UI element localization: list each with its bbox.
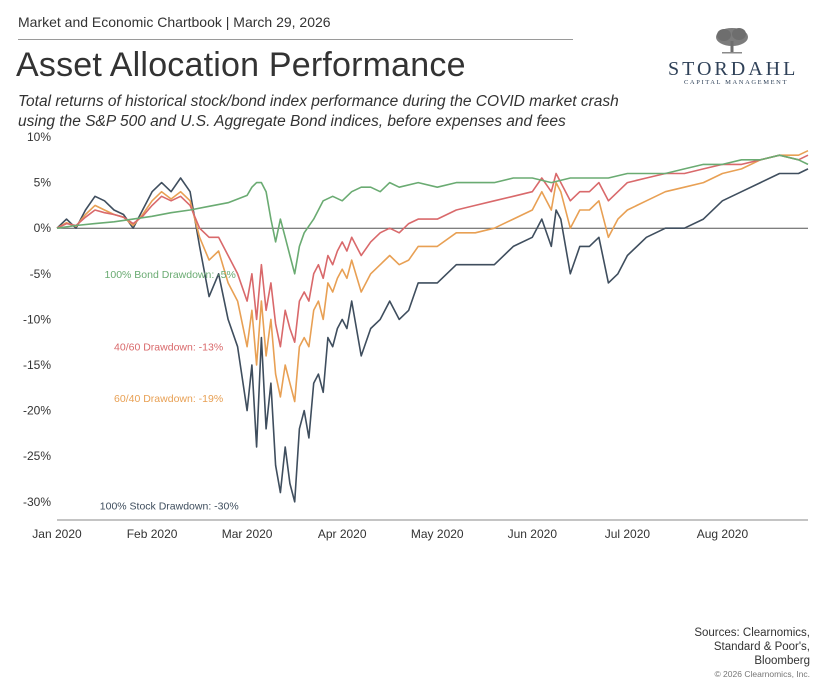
y-tick-label: -5% [30, 267, 52, 281]
drawdown-label-stock: 100% Stock Drawdown: -30% [100, 500, 239, 512]
x-tick-label: Jan 2020 [32, 527, 82, 541]
x-tick-label: Feb 2020 [127, 527, 178, 541]
drawdown-label-s4060: 40/60 Drawdown: -13% [114, 342, 223, 354]
performance-chart: 10% 5% 0% -5% -10% -15% -20% -25% -30% Jan 2020 Fe… [23, 130, 809, 541]
x-tick-label: Mar 2020 [222, 527, 273, 541]
sources-line-1: Sources: Clearnomics, [694, 627, 810, 639]
series-line-s6040 [56, 149, 809, 403]
x-tick-label: Jul 2020 [605, 527, 651, 541]
x-tick-label: Jun 2020 [508, 527, 558, 541]
x-tick-label: Apr 2020 [318, 527, 367, 541]
series-line-bond [56, 154, 809, 275]
page-subtitle: Total returns of historical stock/bond i… [18, 93, 619, 130]
y-tick-label: -30% [23, 495, 51, 509]
page-title: Asset Allocation Performance [16, 46, 466, 84]
drawdown-label-s6040: 60/40 Drawdown: -19% [114, 393, 223, 405]
logo-tagline: CAPITAL MANAGEMENT [684, 79, 789, 86]
y-tick-label: 10% [27, 130, 51, 144]
y-tick-label: -25% [23, 449, 51, 463]
copyright-note: © 2026 Clearnomics, Inc. [714, 669, 810, 679]
logo-name: STORDAHL [668, 58, 799, 80]
y-tick-label: -20% [23, 404, 51, 418]
y-tick-label: -15% [23, 358, 51, 372]
sources-line-3: Bloomberg [754, 655, 810, 667]
y-tick-label: 0% [34, 221, 52, 235]
sources-note: Sources: Clearnomics, Standard & Poor's,… [694, 626, 810, 668]
x-tick-label: May 2020 [411, 527, 464, 541]
y-tick-label: 5% [34, 176, 52, 190]
company-logo: STORDAHL CAPITAL MANAGEMENT [662, 26, 802, 90]
series-line-s4060 [56, 154, 809, 348]
header-divider [18, 39, 573, 40]
y-tick-label: -10% [23, 312, 51, 326]
chartbook-heading: Market and Economic Chartbook | March 29… [18, 14, 331, 30]
tree-icon [716, 28, 748, 54]
series-line-stock [56, 168, 809, 503]
x-tick-label: Aug 2020 [697, 527, 749, 541]
sources-line-2: Standard & Poor's, [713, 641, 810, 653]
drawdown-label-bond: 100% Bond Drawdown: -5% [105, 269, 236, 281]
